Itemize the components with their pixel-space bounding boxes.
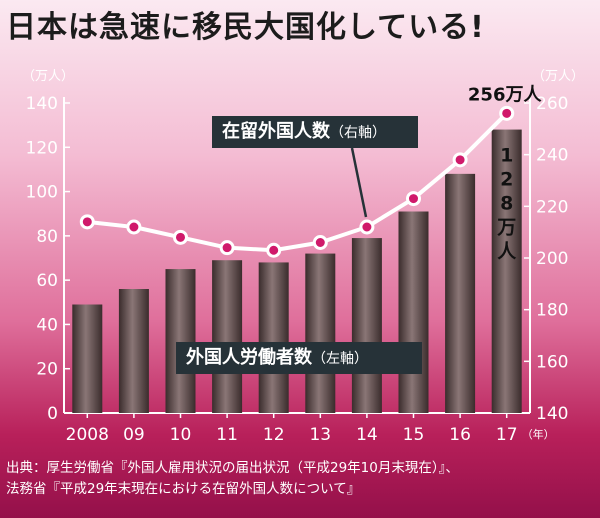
right-axis-unit: （万人） — [532, 69, 584, 84]
line-series — [79, 105, 515, 258]
bar — [491, 129, 522, 414]
x-tick-label: 2008 — [66, 425, 109, 445]
left-series-label-main: 外国人労働者数 — [186, 347, 312, 368]
line-point — [406, 191, 421, 207]
right-tick-label: 160 — [536, 352, 568, 372]
right-tick-label: 140 — [536, 404, 568, 424]
line-point — [126, 219, 142, 235]
bar-series — [72, 129, 522, 414]
left-tick-label: 0 — [47, 404, 58, 424]
x-tick-label: 12 — [263, 425, 285, 445]
line-point — [499, 105, 515, 121]
right-tick-label: 220 — [536, 197, 568, 217]
x-tick-label: 10 — [170, 425, 192, 445]
left-tick-label: 100 — [26, 183, 58, 203]
right-series-label: 在留外国人数（右軸） — [212, 116, 418, 148]
bar — [72, 304, 103, 413]
left-tick-label: 40 — [36, 315, 58, 335]
left-series-label: 外国人労働者数（左軸） — [176, 342, 422, 374]
right-tick-label: 240 — [536, 146, 568, 166]
bar — [398, 211, 429, 413]
axis-labels: 0 20 40 60 80 100 120 140 140 160 180 200 220 240 260 （… — [22, 69, 584, 445]
line-point — [79, 214, 95, 230]
left-tick-label: 80 — [36, 227, 58, 247]
right-tick-label: 180 — [536, 301, 568, 321]
bar — [165, 269, 196, 413]
x-tick-label: 15 — [403, 425, 425, 445]
line-point — [359, 219, 375, 235]
bar — [351, 238, 382, 413]
source-note: 出典：厚生労働省『外国人雇用状況の届出状況（平成29年10月末現在）』、 法務省… — [6, 458, 596, 500]
source-line-1: 出典：厚生労働省『外国人雇用状況の届出状況（平成29年10月末現在）』、 — [6, 460, 459, 476]
bar — [118, 289, 149, 413]
x-axis-unit: （年） — [522, 427, 555, 441]
right-tick-label: 200 — [536, 249, 568, 269]
source-line-2: 法務省『平成29年末現在における在留外国人数について』 — [6, 481, 361, 497]
x-tick-label: 11 — [216, 425, 238, 445]
left-tick-label: 120 — [26, 138, 58, 158]
left-tick-label: 60 — [36, 271, 58, 291]
left-axis-unit: （万人） — [22, 69, 74, 84]
bar — [212, 260, 243, 413]
line-point — [266, 242, 282, 258]
line-point — [312, 235, 328, 250]
bar-last-annotation: 1 2 8 万人 — [496, 145, 517, 263]
x-tick-label: 13 — [309, 425, 331, 445]
line-last-annotation: 256万人 — [468, 84, 543, 105]
bar — [445, 173, 476, 413]
right-series-label-main: 在留外国人数 — [222, 121, 330, 142]
line-point — [173, 229, 188, 245]
line-point — [452, 152, 468, 168]
right-series-label-axis: （右軸） — [330, 125, 386, 141]
left-tick-label: 140 — [26, 94, 58, 114]
left-series-label-axis: （左軸） — [312, 351, 368, 367]
x-tick-label: 16 — [449, 425, 471, 445]
bar — [258, 262, 289, 413]
label-pointer — [350, 147, 368, 218]
bar — [305, 253, 336, 413]
right-tick-label: 260 — [536, 94, 568, 114]
x-tick-label: 09 — [123, 425, 145, 445]
series-line — [87, 111, 509, 253]
line-point — [219, 240, 235, 256]
chart-title: 日本は急速に移民大国化している! — [6, 10, 485, 45]
x-tick-label: 17 — [496, 425, 518, 445]
left-tick-label: 20 — [36, 360, 58, 380]
x-tick-label: 14 — [356, 425, 378, 445]
